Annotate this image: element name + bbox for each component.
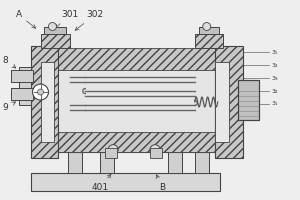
Bar bbox=[56, 52, 215, 152]
Bar bbox=[215, 62, 229, 142]
Bar bbox=[199, 27, 219, 34]
Bar bbox=[40, 34, 70, 48]
Circle shape bbox=[49, 23, 56, 30]
Bar bbox=[56, 48, 215, 70]
Bar bbox=[40, 62, 54, 142]
Bar bbox=[238, 80, 260, 120]
Text: 3₁: 3₁ bbox=[272, 101, 278, 106]
Text: 301: 301 bbox=[55, 10, 79, 28]
Bar bbox=[150, 148, 162, 158]
Text: 9: 9 bbox=[3, 102, 16, 112]
Text: 401: 401 bbox=[92, 174, 111, 192]
Bar bbox=[105, 148, 117, 158]
Bar bbox=[31, 46, 58, 158]
Text: B: B bbox=[156, 175, 165, 192]
Bar bbox=[11, 70, 32, 82]
Bar bbox=[195, 34, 223, 48]
Text: 8: 8 bbox=[3, 56, 16, 68]
Circle shape bbox=[150, 145, 160, 155]
Bar bbox=[19, 67, 31, 105]
Text: 302: 302 bbox=[75, 10, 104, 30]
Text: 3₃: 3₃ bbox=[272, 76, 278, 81]
Bar bbox=[44, 27, 66, 34]
Text: 3₅: 3₅ bbox=[272, 50, 278, 55]
Circle shape bbox=[32, 84, 49, 100]
Bar bbox=[100, 152, 114, 173]
Bar bbox=[31, 173, 220, 191]
Bar bbox=[168, 152, 182, 173]
Circle shape bbox=[108, 145, 118, 155]
Bar bbox=[56, 132, 215, 152]
Bar bbox=[11, 88, 32, 100]
Circle shape bbox=[38, 89, 44, 95]
Circle shape bbox=[203, 23, 211, 30]
Bar bbox=[68, 152, 82, 173]
Bar bbox=[215, 46, 243, 158]
Text: A: A bbox=[16, 10, 36, 28]
Bar bbox=[195, 152, 209, 173]
Bar bbox=[238, 80, 260, 120]
Text: 3₂: 3₂ bbox=[272, 89, 278, 94]
Text: 3₄: 3₄ bbox=[272, 63, 278, 68]
